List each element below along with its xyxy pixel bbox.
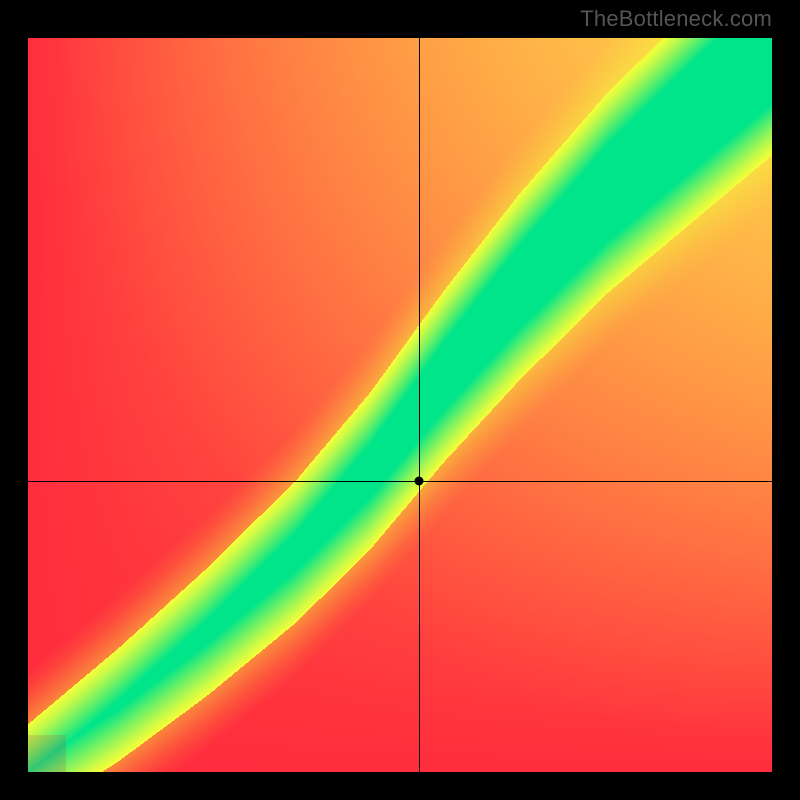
crosshair-vertical xyxy=(419,38,420,772)
heatmap-canvas xyxy=(28,38,772,772)
watermark-text: TheBottleneck.com xyxy=(580,6,772,32)
crosshair-horizontal xyxy=(28,481,772,482)
chart-frame: TheBottleneck.com xyxy=(0,0,800,800)
plot-area xyxy=(28,38,772,772)
crosshair-marker xyxy=(414,476,423,485)
